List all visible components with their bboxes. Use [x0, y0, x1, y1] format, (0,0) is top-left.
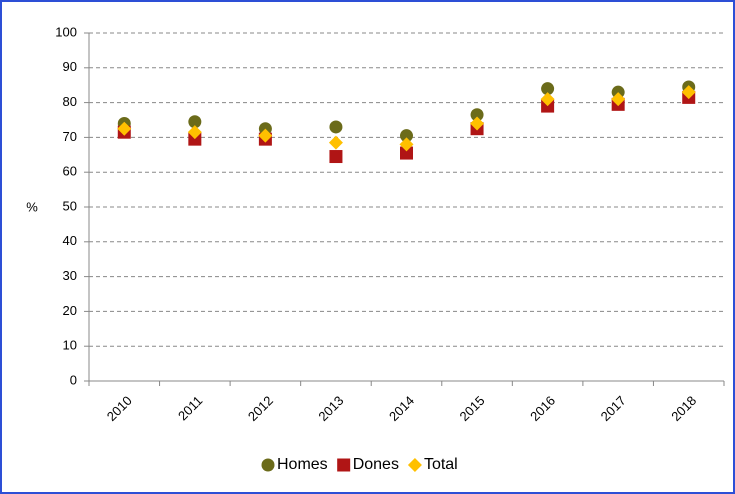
- legend-marker: [407, 458, 422, 472]
- y-tick-label: 70: [63, 129, 77, 144]
- data-point: [470, 108, 484, 122]
- y-tick-label: 60: [63, 164, 77, 179]
- legend-label: Homes: [277, 456, 328, 473]
- y-tick-label: 100: [55, 24, 77, 39]
- data-point: [329, 120, 343, 134]
- y-tick-label: 80: [63, 94, 77, 109]
- legend-label: Total: [424, 456, 458, 473]
- data-point: [328, 135, 343, 150]
- data-point: [470, 116, 485, 131]
- data-point: [188, 115, 202, 129]
- y-tick-label: 10: [63, 338, 77, 353]
- data-point: [540, 92, 555, 107]
- data-point: [400, 146, 413, 160]
- data-point: [611, 92, 626, 107]
- data-point: [400, 129, 413, 143]
- y-axis-label: %: [26, 199, 38, 214]
- data-point: [187, 125, 202, 140]
- data-point: [681, 85, 696, 100]
- data-point: [541, 82, 555, 96]
- data-point: [117, 121, 132, 136]
- data-point: [329, 150, 343, 164]
- legend-marker: [261, 458, 275, 472]
- y-tick-label: 50: [63, 198, 77, 213]
- data-point: [399, 137, 414, 152]
- y-tick-label: 0: [70, 372, 77, 387]
- y-tick-label: 40: [63, 233, 77, 248]
- y-tick-label: 30: [63, 268, 77, 283]
- y-tick-label: 90: [63, 59, 77, 74]
- data-point: [258, 128, 273, 143]
- y-tick-label: 20: [63, 303, 77, 318]
- legend-marker: [337, 458, 351, 472]
- legend-label: Dones: [353, 456, 399, 473]
